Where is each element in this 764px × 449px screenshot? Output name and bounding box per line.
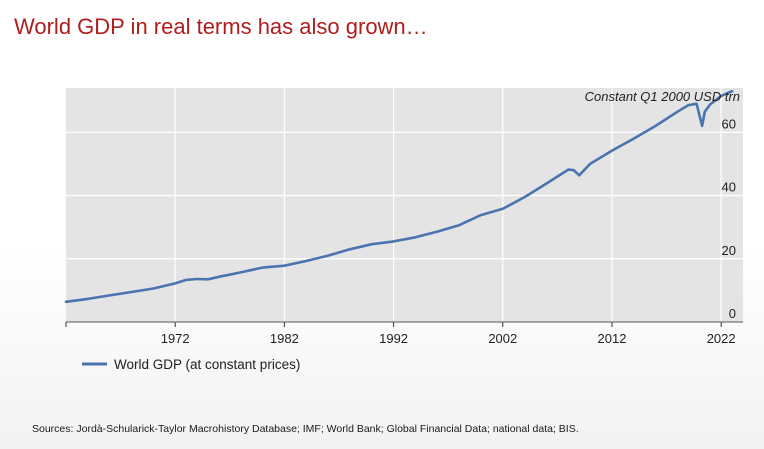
x-tick-label: 2002 <box>488 331 517 346</box>
series-line-world-gdp <box>64 89 734 304</box>
x-tick-label: 2012 <box>598 331 627 346</box>
sources-note: Sources: Jordà-Schularick-Taylor Macrohi… <box>32 423 579 435</box>
x-tick-label: 1972 <box>161 331 190 346</box>
slide-title: World GDP in real terms has also grown… <box>14 14 428 39</box>
y-tick-label: 0 <box>729 306 736 321</box>
y-axis-unit-label: Constant Q1 2000 USD trn <box>585 89 740 104</box>
x-tick-label: 1992 <box>379 331 408 346</box>
x-tick-label: 1982 <box>270 331 299 346</box>
y-tick-label: 40 <box>722 180 736 195</box>
gdp-line-chart: 1972 1982 1992 2002 2012 2022 0 20 40 60 Constant… <box>64 88 743 372</box>
plot-area <box>66 88 743 322</box>
y-tick-label: 20 <box>722 243 736 258</box>
x-tick-label: 2022 <box>707 331 736 346</box>
grid-lines <box>66 88 743 322</box>
axis-ticks: 1972 1982 1992 2002 2012 2022 0 20 40 60 <box>65 116 743 346</box>
y-tick-label: 60 <box>722 116 736 131</box>
legend-label: World GDP (at constant prices) <box>114 357 300 372</box>
legend: World GDP (at constant prices) <box>82 357 300 372</box>
series-layer <box>64 89 734 304</box>
